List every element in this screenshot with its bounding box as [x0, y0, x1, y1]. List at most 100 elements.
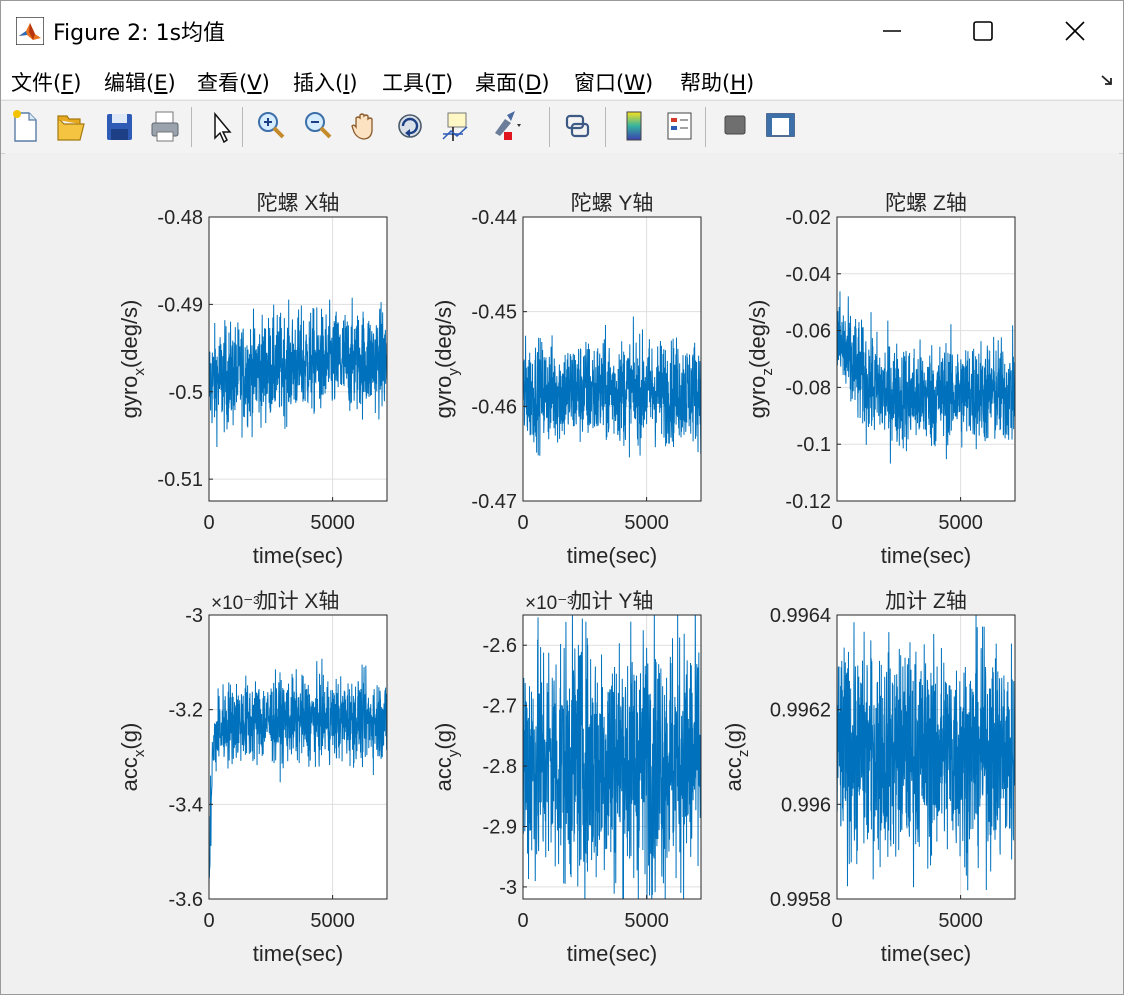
series-line: [837, 291, 1015, 464]
axis-exponent-label: ×10⁻³: [211, 593, 260, 614]
y-tick-label: -0.46: [471, 396, 517, 418]
menu-item-t[interactable]: 工具(T): [382, 71, 454, 95]
x-tick-label: 5000: [938, 910, 983, 932]
brush-icon: [495, 111, 521, 140]
axes-background: [209, 615, 387, 899]
new-figure-button[interactable]: [9, 105, 43, 145]
y-axis-label: accx(g): [117, 723, 148, 792]
y-label-unit: (g): [431, 723, 456, 750]
y-tick-label: -2.6: [483, 635, 517, 657]
x-tick-label: 0: [517, 910, 528, 932]
legend-button[interactable]: [662, 105, 696, 145]
axes-box: [836, 216, 1016, 502]
dock-arrow-icon[interactable]: [1099, 71, 1117, 89]
brush-button[interactable]: [487, 105, 521, 145]
x-tick-label: 0: [831, 910, 842, 932]
maximize-icon[interactable]: [937, 1, 1029, 61]
y-label-subscript: y: [445, 749, 462, 757]
edit-plot-arrow-button[interactable]: [205, 105, 239, 145]
rotate-3d-icon: [398, 114, 422, 138]
y-tick-label: -3: [499, 877, 517, 899]
y-label-base: gyro: [745, 376, 770, 419]
menu-item-w[interactable]: 窗口(W): [574, 71, 654, 95]
subplot-grid: 0 5000 -0.48 -0.49 -0.5 -0.51 陀螺 X轴 time(sec) gy…: [117, 192, 1016, 966]
axes-box: [836, 614, 1016, 900]
close-icon[interactable]: [1029, 1, 1121, 61]
y-label-subscript: x: [131, 749, 148, 757]
y-tick-label: -0.5: [169, 382, 203, 404]
y-label-unit: (deg/s): [117, 300, 142, 368]
hide-plot-tools-icon: [724, 115, 746, 135]
x-axis-label: time(sec): [881, 543, 971, 568]
menu-item-v[interactable]: 查看(V): [197, 71, 270, 95]
subplot-title: 陀螺 Y轴: [571, 192, 654, 215]
y-label-unit: (deg/s): [431, 300, 456, 368]
y-label-base: acc: [721, 757, 746, 791]
minimize-icon[interactable]: [845, 1, 937, 61]
axes-box: [208, 216, 388, 502]
y-tick-label: -0.12: [785, 491, 831, 513]
y-tick-label: -0.02: [785, 207, 831, 229]
subplot-4[interactable]: 0 5000 -3 -3.2 -3.4 -3.6 加计 X轴 time(sec) accx(g)…: [117, 590, 388, 966]
data-cursor-button[interactable]: [439, 105, 473, 145]
menu-item-f[interactable]: 文件(F): [11, 71, 82, 95]
subplot-3[interactable]: 0 5000 -0.02 -0.04 -0.06 -0.08 -0.1 -0.12 陀螺 Z轴 t…: [745, 192, 1016, 568]
zoom-out-button[interactable]: [301, 105, 335, 145]
x-tick-label: 5000: [624, 910, 669, 932]
y-label-unit: (g): [721, 723, 746, 750]
x-tick-label: 0: [831, 512, 842, 534]
y-axis-label: gyroy(deg/s): [431, 300, 462, 419]
toolbar-separator: [549, 107, 550, 147]
y-axis-label: gyroz(deg/s): [745, 300, 776, 419]
colorbar-button[interactable]: [617, 105, 651, 145]
zoom-in-button[interactable]: [254, 105, 288, 145]
menu-item-e[interactable]: 编辑(E): [104, 71, 176, 95]
show-plot-tools-button[interactable]: [763, 105, 797, 145]
subplot-2[interactable]: 0 5000 -0.44 -0.45 -0.46 -0.47 陀螺 Y轴 time(sec) g…: [431, 192, 702, 568]
subplot-5[interactable]: 0 5000 -2.6 -2.7 -2.8 -2.9 -3 加计 Y轴 time(sec) acc…: [431, 590, 702, 966]
toolbar-separator: [705, 107, 706, 147]
zoom-out-icon: [305, 112, 332, 139]
save-button[interactable]: [102, 105, 136, 145]
legend-icon: [667, 112, 692, 140]
y-label-base: gyro: [431, 376, 456, 419]
matlab-logo-icon: [16, 17, 44, 45]
zoom-in-icon: [258, 112, 285, 139]
y-label-subscript: x: [131, 368, 148, 376]
y-label-subscript: z: [759, 368, 776, 376]
menu-item-h[interactable]: 帮助(H): [680, 71, 755, 95]
link-plot-button[interactable]: [560, 105, 594, 145]
y-label-subscript: z: [735, 750, 752, 758]
axes-box: [522, 614, 702, 900]
show-plot-tools-icon: [766, 113, 795, 137]
open-file-button[interactable]: [54, 105, 88, 145]
print-button[interactable]: [148, 105, 182, 145]
menu-item-i[interactable]: 插入(I): [293, 71, 358, 95]
rotate-3d-button[interactable]: [393, 105, 427, 145]
menu-item-d[interactable]: 桌面(D): [475, 71, 550, 95]
figure-canvas: 0 5000 -0.48 -0.49 -0.5 -0.51 陀螺 X轴 time(sec) gy…: [5, 153, 1119, 991]
y-tick-label: -3.6: [169, 889, 203, 911]
y-label-base: acc: [117, 757, 142, 791]
y-tick-label: -2.7: [483, 696, 517, 718]
window-title: Figure 2: 1s均值: [53, 21, 226, 46]
subplot-1[interactable]: 0 5000 -0.48 -0.49 -0.5 -0.51 陀螺 X轴 time(sec) gy…: [117, 192, 388, 568]
colorbar-icon: [626, 111, 642, 141]
x-tick-label: 0: [203, 512, 214, 534]
title-bar[interactable]: Figure 2: 1s均值: [1, 1, 1123, 61]
subplot-title: 加计 Z轴: [885, 590, 967, 613]
x-tick-label: 0: [517, 512, 528, 534]
y-tick-label: -0.06: [785, 321, 831, 343]
y-label-unit: (deg/s): [745, 300, 770, 368]
subplot-title: 加计 X轴: [257, 590, 340, 613]
hide-plot-tools-button[interactable]: [718, 105, 752, 145]
y-tick-label: -2.9: [483, 816, 517, 838]
x-axis-label: time(sec): [253, 941, 343, 966]
subplot-6[interactable]: 0 5000 0.9964 0.9962 0.996 0.9958 加计 Z轴 time(se…: [721, 590, 1016, 966]
series-line: [209, 297, 387, 447]
pan-hand-button[interactable]: [347, 105, 381, 145]
pan-hand-icon: [351, 113, 373, 140]
y-tick-label: -0.47: [471, 491, 517, 513]
y-tick-label: -2.8: [483, 756, 517, 778]
y-tick-label: -3.4: [169, 794, 203, 816]
